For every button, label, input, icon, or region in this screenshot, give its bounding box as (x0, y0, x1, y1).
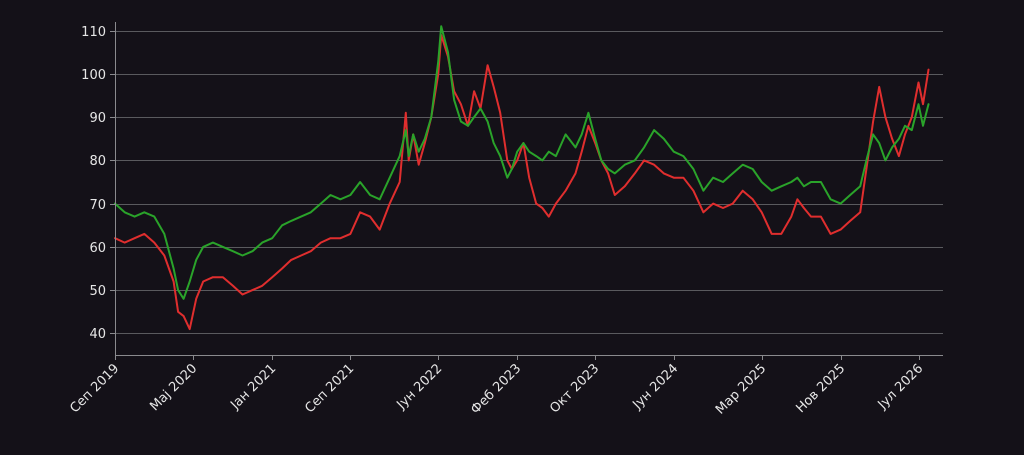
y-tick-label-50: 50 (89, 284, 106, 299)
series-lines (114, 25, 930, 331)
series-line-1 (114, 34, 930, 331)
y-tick-label-80: 80 (89, 154, 106, 169)
y-tick-label-110: 110 (81, 25, 106, 40)
y-tick-label-90: 90 (89, 111, 106, 126)
axes (115, 22, 943, 356)
y-tick-label-60: 60 (89, 241, 106, 256)
series-line-2 (114, 25, 930, 300)
y-tick-label-40: 40 (89, 327, 106, 342)
y-tick-label-100: 100 (81, 68, 106, 83)
y-tick-labels: 40 50 60 70 80 90 100 110 (81, 25, 115, 342)
y-tick-label-70: 70 (89, 198, 106, 213)
